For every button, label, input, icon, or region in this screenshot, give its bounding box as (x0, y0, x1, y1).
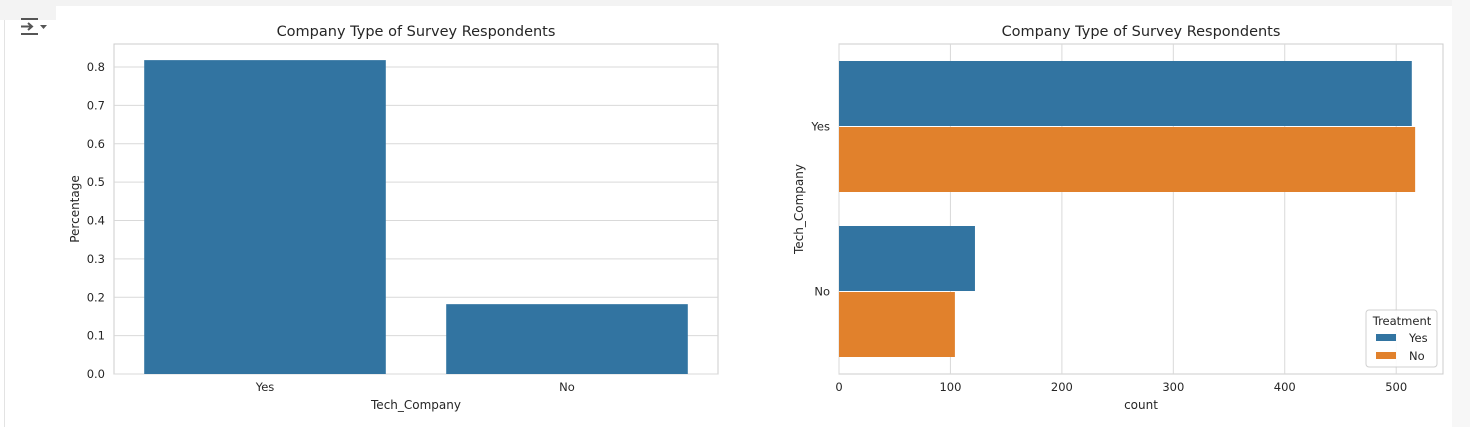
legend-title: Treatment (1372, 314, 1432, 328)
legend-label-yes: Yes (1408, 331, 1428, 345)
chart1-y-tick-label: 0.3 (87, 252, 105, 266)
chart1-x-axis-label: Tech_Company (370, 398, 461, 412)
chart1-y-tick-label: 0.4 (87, 214, 105, 228)
chart2-x-tick-label: 500 (1385, 380, 1407, 394)
chart2-x-tick-label: 300 (1162, 380, 1184, 394)
chart1-y-tick-label: 0.5 (87, 175, 105, 189)
chart2-bar-no-treatment-yes (839, 226, 975, 291)
chart2-y-axis-label: Tech_Company (792, 164, 806, 255)
chart1-y-axis-label: Percentage (68, 175, 82, 243)
chart2-x-axis-label: count (1124, 398, 1158, 412)
chart2-x-tick-label: 100 (939, 380, 961, 394)
chart1-bar-yes (144, 60, 386, 375)
scroll-gutter (1452, 0, 1470, 427)
chart2-y-tick-label: Yes (810, 120, 830, 134)
chart1-y-tick-label: 0.6 (87, 137, 105, 151)
legend-swatch-no (1376, 352, 1396, 359)
chart1-x-tick-label: Yes (255, 380, 275, 394)
chart2-bar-yes-treatment-yes (839, 61, 1412, 126)
chart1-y-tick-label: 0.0 (87, 367, 105, 381)
chart2-title: Company Type of Survey Respondents (1002, 24, 1281, 40)
chart2-x-tick-labels: 0 100 200 300 400 500 (835, 380, 1407, 394)
chart2-bar-no-treatment-no (839, 292, 955, 357)
chart1-bar-no (446, 304, 688, 374)
chart1-x-tick-label: No (559, 380, 575, 394)
cell-gutter (0, 0, 56, 20)
chart2-x-tick-label: 400 (1274, 380, 1296, 394)
chart2-x-tick-label: 0 (835, 380, 842, 394)
chart1-bars (144, 60, 688, 375)
chart2-x-tick-label: 200 (1051, 380, 1073, 394)
chart1-y-tick-label: 0.2 (87, 290, 105, 304)
legend-label-no: No (1409, 349, 1425, 363)
chart2-y-tick-labels: Yes No (810, 120, 830, 299)
chart1-y-tick-label: 0.7 (87, 98, 105, 112)
output-collapse-icon[interactable] (16, 12, 50, 42)
chart-percentage-by-tech-company: 0.0 0.1 0.2 0.3 0.4 0.5 0.6 0.7 0.8 Yes No Compan… (68, 24, 719, 412)
cell-top-bar (56, 0, 1452, 6)
chart1-y-tick-label: 0.1 (87, 329, 105, 343)
chart2-y-tick-label: No (814, 285, 830, 299)
cell-left-border (4, 20, 5, 427)
chart1-y-tick-labels: 0.0 0.1 0.2 0.3 0.4 0.5 0.6 0.7 0.8 (87, 60, 105, 381)
chart2-bar-yes-treatment-no (839, 127, 1416, 192)
chart2-legend: Treatment Yes No (1365, 309, 1438, 368)
chart-count-by-tech-company-treatment: 0 100 200 300 400 500 Yes No Company Type of S… (792, 24, 1444, 412)
chart2-bars (839, 61, 1416, 357)
legend-swatch-yes (1376, 334, 1396, 341)
chart1-x-tick-labels: Yes No (255, 380, 575, 394)
chart1-y-tick-label: 0.8 (87, 60, 105, 74)
chart1-title: Company Type of Survey Respondents (277, 24, 556, 40)
